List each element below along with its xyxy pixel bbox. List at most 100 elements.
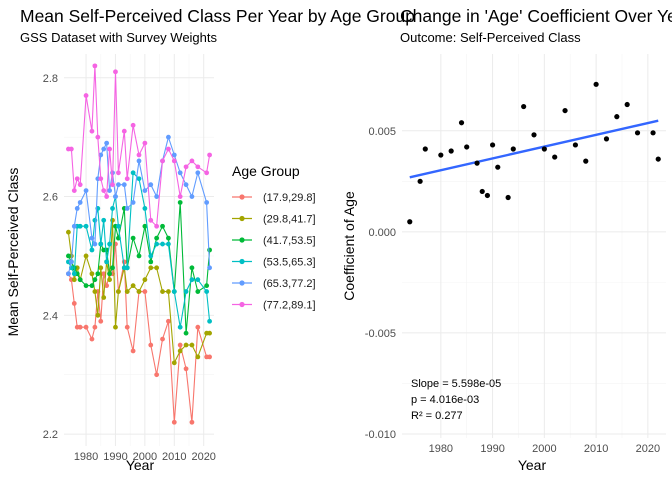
right-chart-y-ticks: -0.010 -0.005 0.000 0.005 xyxy=(365,126,396,441)
series-point xyxy=(130,283,136,289)
series-point xyxy=(171,158,177,164)
r-squared-annotation: R² = 0.277 xyxy=(411,410,463,422)
y-tick-label: 2.8 xyxy=(43,73,58,85)
series-point xyxy=(71,188,77,194)
legend-key-point xyxy=(239,237,245,243)
series-point xyxy=(171,152,177,158)
series-group xyxy=(66,170,212,330)
series-point xyxy=(95,271,101,277)
series-point xyxy=(195,277,201,283)
left-chart-x-ticks: 1980 1990 2000 2010 2020 xyxy=(74,451,216,463)
legend-label: (17.9,29.8] xyxy=(263,192,316,204)
series-point xyxy=(154,235,160,241)
series-line xyxy=(67,135,211,274)
series-point xyxy=(98,265,104,271)
left-chart-title: Mean Self-Perceived Class Per Year by Ag… xyxy=(20,6,415,26)
right-chart-trend xyxy=(409,119,659,179)
scatter-point xyxy=(448,148,454,154)
series-point xyxy=(83,93,89,98)
legend-key-point xyxy=(239,194,245,200)
series-point xyxy=(142,223,148,229)
x-tick-label: 2010 xyxy=(162,451,186,463)
series-point xyxy=(177,200,183,205)
series-point xyxy=(89,336,95,342)
series-point xyxy=(130,122,136,128)
series-point xyxy=(116,289,121,294)
series-point xyxy=(110,182,115,188)
x-tick-label: 2000 xyxy=(133,451,157,463)
series-group xyxy=(66,63,212,229)
series-point xyxy=(195,354,201,360)
series-point xyxy=(154,372,160,378)
series-point xyxy=(77,200,83,205)
series-point xyxy=(142,289,148,294)
series-point xyxy=(207,354,212,360)
series-point xyxy=(66,271,71,277)
left-chart-subtitle: GSS Dataset with Survey Weights xyxy=(20,30,218,45)
x-tick-label: 2010 xyxy=(584,443,608,455)
series-point xyxy=(183,330,189,336)
series-point xyxy=(204,170,210,176)
series-point xyxy=(124,176,130,182)
series-point xyxy=(183,342,189,348)
series-point xyxy=(83,188,89,194)
series-point xyxy=(148,217,154,223)
series-point xyxy=(104,140,110,146)
series-point xyxy=(130,200,136,205)
legend-label: (77.2,89.1] xyxy=(263,300,316,312)
series-point xyxy=(177,170,183,176)
slope-annotation: Slope = 5.598e-05 xyxy=(411,378,501,390)
series-point xyxy=(83,253,89,259)
legend-label: (41.7,53.5] xyxy=(263,235,316,247)
scatter-point xyxy=(552,154,558,160)
scatter-point xyxy=(407,219,413,225)
series-point xyxy=(83,283,89,289)
series-point xyxy=(101,217,107,223)
scatter-point xyxy=(531,132,537,138)
series-point xyxy=(77,223,83,229)
right-chart-x-label: Year xyxy=(518,457,547,473)
series-point xyxy=(104,259,110,265)
series-point xyxy=(166,235,171,241)
trend-line xyxy=(409,119,659,179)
series-point xyxy=(142,206,148,211)
series-point xyxy=(189,342,195,348)
series-point xyxy=(189,277,195,283)
scatter-point xyxy=(458,120,465,126)
series-point xyxy=(77,277,83,283)
series-point xyxy=(110,265,115,271)
scatter-point xyxy=(484,192,491,199)
series-point xyxy=(136,253,142,259)
series-point xyxy=(136,152,142,158)
series-group xyxy=(66,217,212,366)
series-point xyxy=(166,318,171,324)
scatter-point xyxy=(583,158,589,164)
scatter-point xyxy=(464,144,470,150)
series-point xyxy=(204,283,210,289)
series-point xyxy=(92,289,98,294)
series-point xyxy=(107,271,112,277)
series-group xyxy=(66,134,212,277)
series-point xyxy=(66,229,71,235)
series-point xyxy=(98,176,104,182)
series-point xyxy=(183,182,189,188)
y-tick-label: 2.2 xyxy=(43,429,58,441)
series-point xyxy=(107,241,112,247)
legend-label: (53.5,65.3] xyxy=(263,257,316,269)
right-chart-y-label: Coefficient of Age xyxy=(341,191,357,301)
series-point xyxy=(121,259,127,265)
series-point xyxy=(142,277,148,283)
series-point xyxy=(177,194,183,199)
series-point xyxy=(136,176,142,182)
series-point xyxy=(177,324,183,330)
right-chart-annotations: Slope = 5.598e-05 p = 4.016e-03 R² = 0.2… xyxy=(411,378,501,422)
legend-key-point xyxy=(239,301,245,308)
scatter-point xyxy=(614,114,620,120)
series-point xyxy=(71,271,77,277)
series-point xyxy=(68,146,74,152)
series-point xyxy=(148,342,154,348)
scatter-point xyxy=(655,156,661,162)
scatter-point xyxy=(422,146,428,152)
series-point xyxy=(148,259,154,265)
series-point xyxy=(171,419,177,425)
